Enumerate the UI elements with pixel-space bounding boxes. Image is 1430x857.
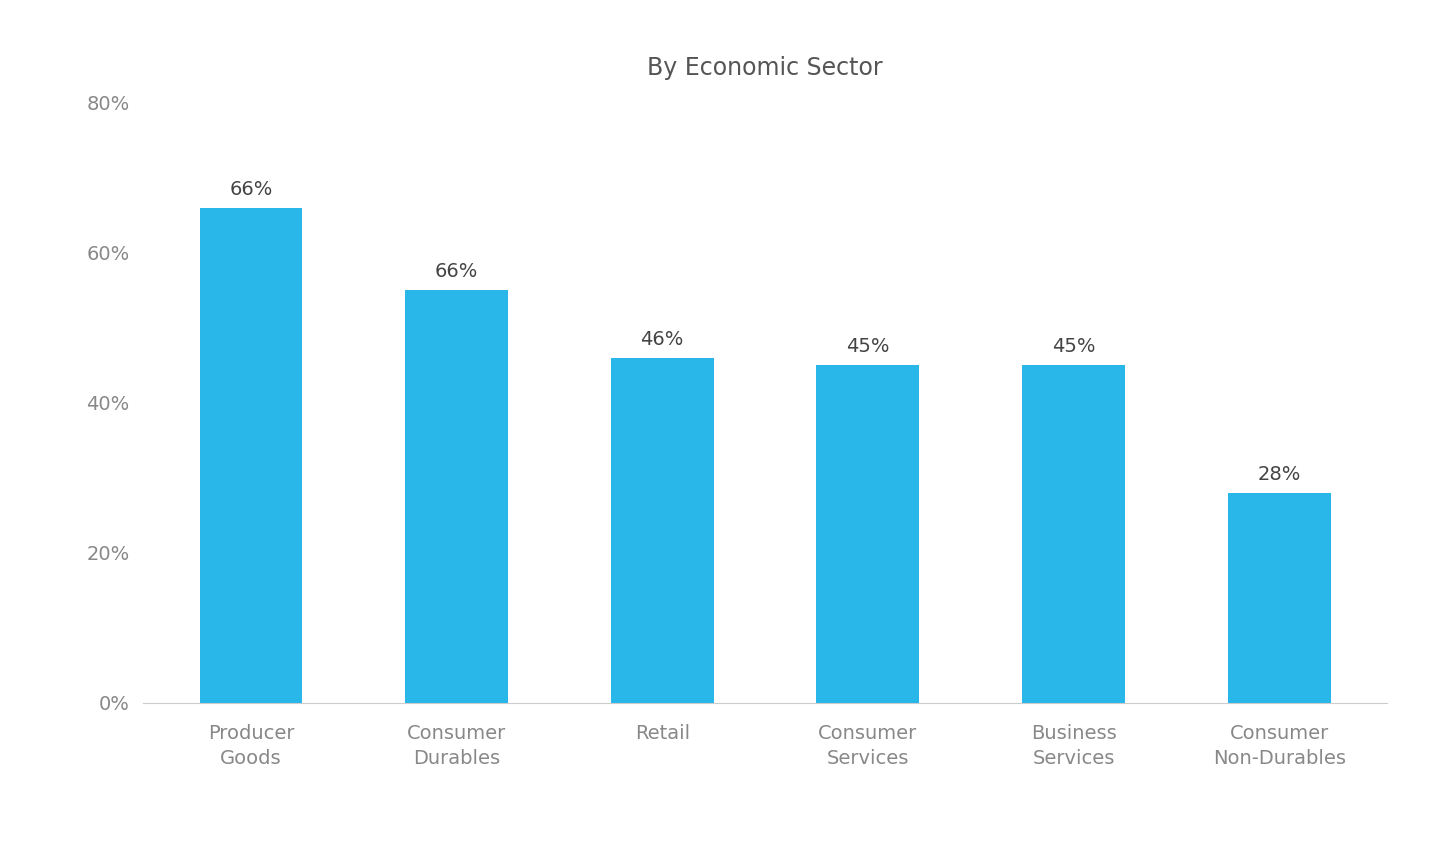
Bar xyxy=(405,291,508,703)
Text: 66%: 66% xyxy=(435,262,478,281)
Text: 46%: 46% xyxy=(641,330,684,349)
Text: 45%: 45% xyxy=(1051,338,1095,357)
Bar xyxy=(1228,493,1330,703)
Bar xyxy=(200,208,302,703)
Text: 66%: 66% xyxy=(229,180,273,199)
Bar xyxy=(817,365,919,703)
Bar xyxy=(1022,365,1125,703)
Bar xyxy=(611,358,714,703)
Title: By Economic Sector: By Economic Sector xyxy=(648,56,882,80)
Text: 28%: 28% xyxy=(1257,464,1301,483)
Text: 45%: 45% xyxy=(847,338,889,357)
